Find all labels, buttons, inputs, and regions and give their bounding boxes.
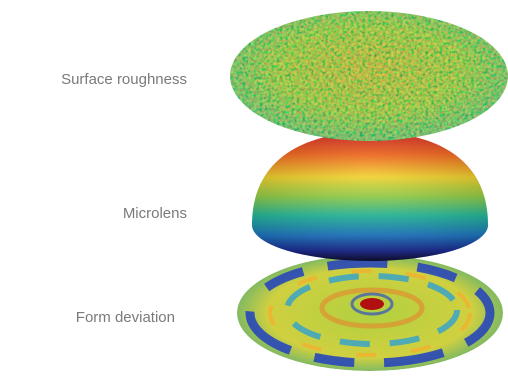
label: Form deviation <box>76 309 175 326</box>
surface-roughness-disc <box>230 10 508 142</box>
diagram: Surface roughness Microlens Form deviati… <box>0 0 508 387</box>
form-deviation-disc <box>237 255 503 371</box>
microlens <box>252 132 488 261</box>
label: Microlens <box>123 205 187 222</box>
label: Surface roughness <box>61 71 187 88</box>
